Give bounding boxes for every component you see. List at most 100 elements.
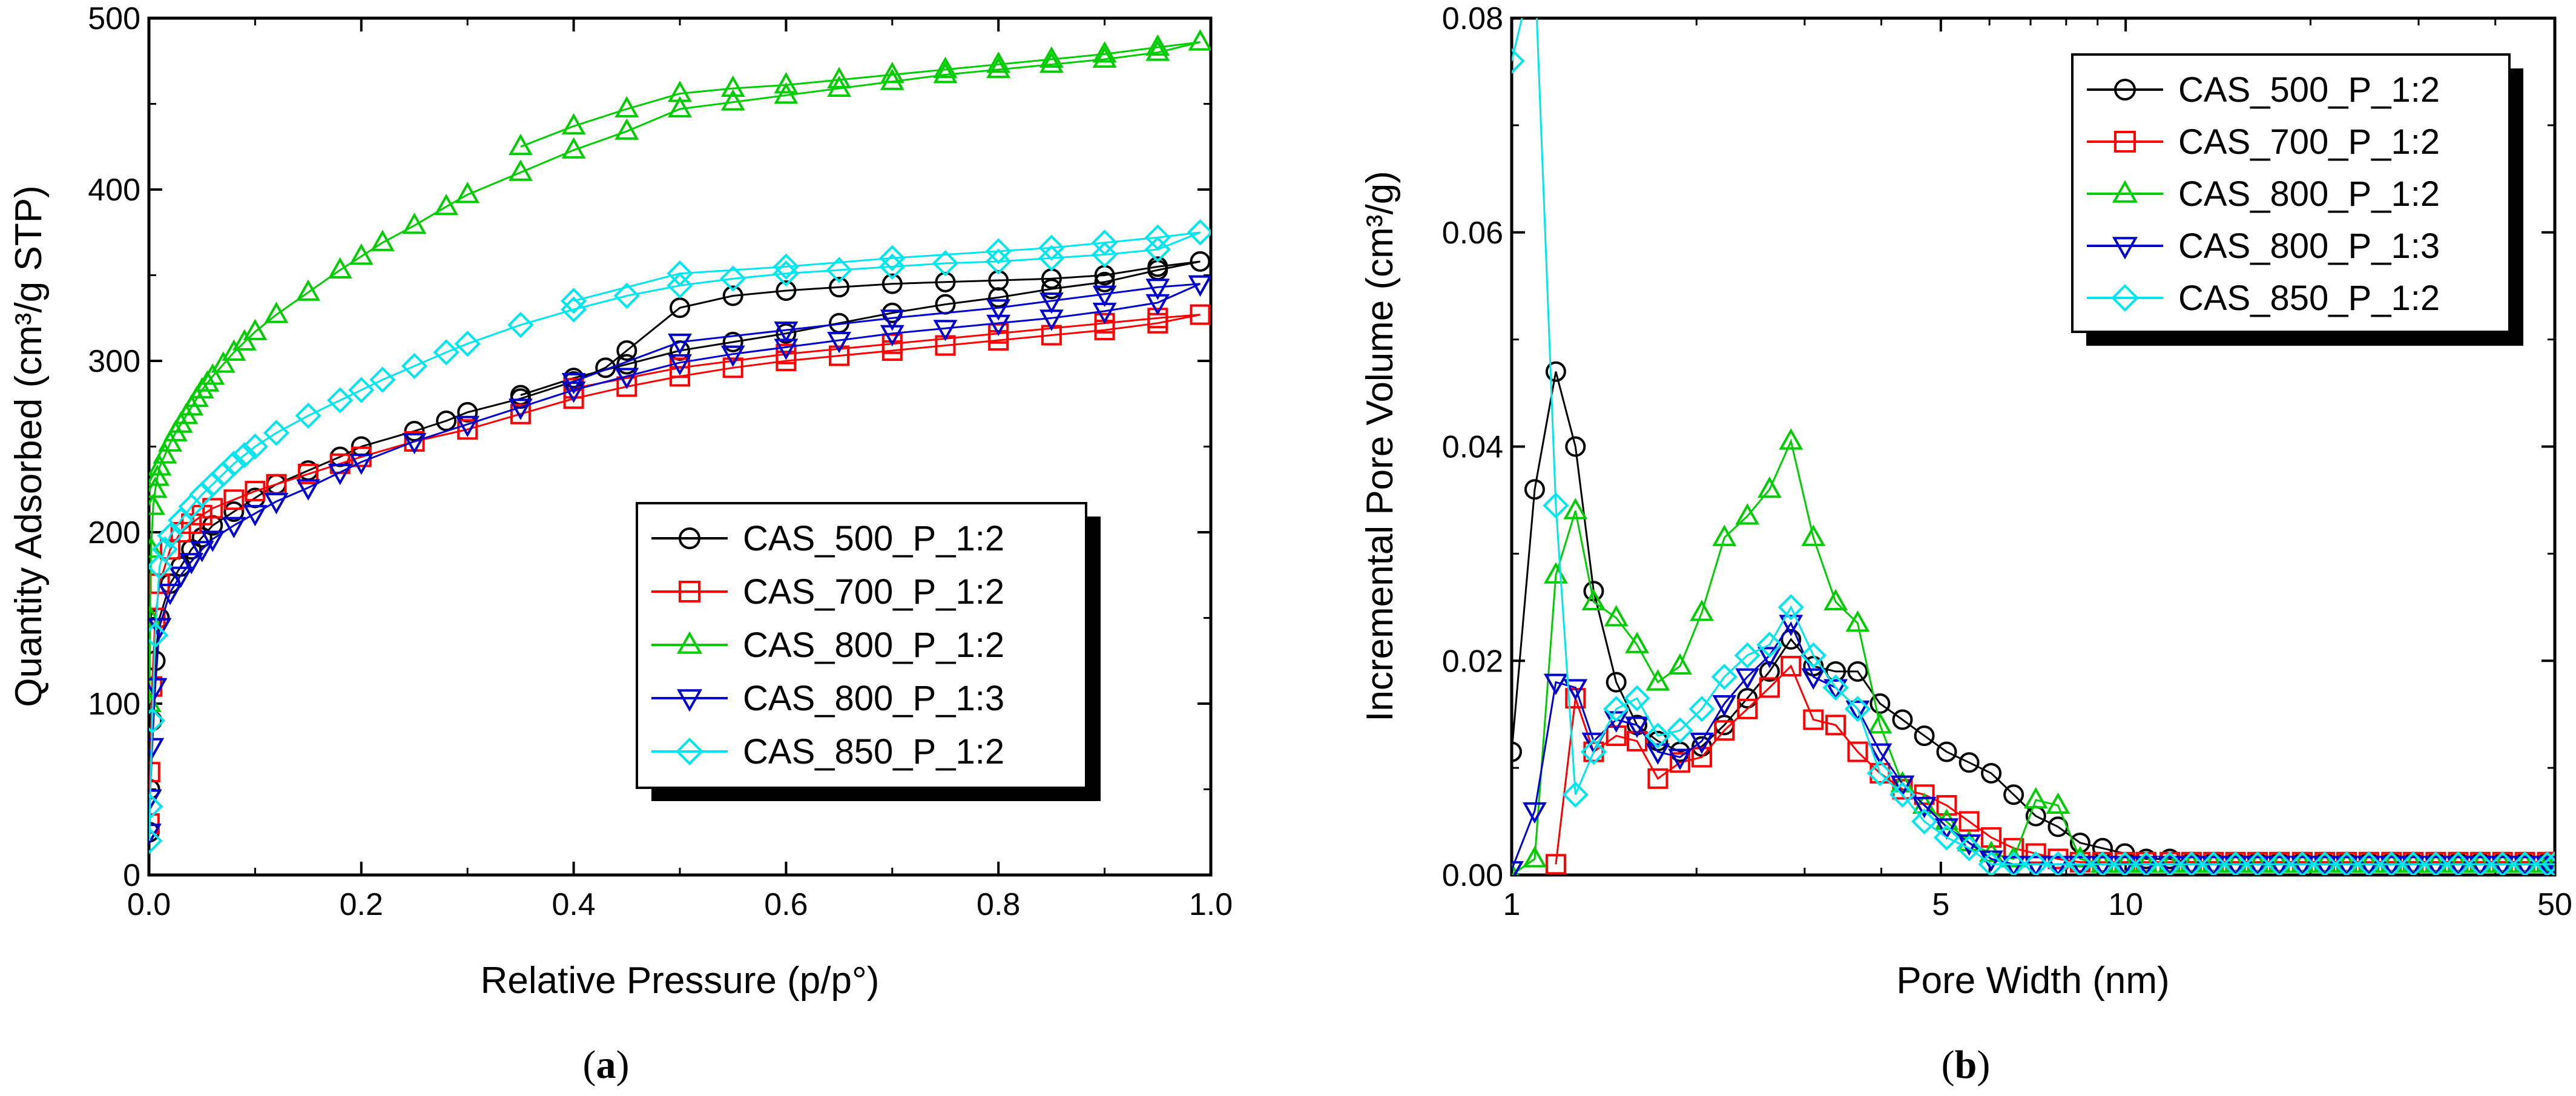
data-point-b	[1912, 797, 1937, 819]
data-point-a	[720, 75, 745, 97]
data-point-a	[189, 377, 214, 399]
data-point-b	[2158, 856, 2182, 875]
data-point-b	[2422, 851, 2449, 875]
panel-letter-a: a	[596, 1043, 616, 1087]
data-point-b	[1889, 781, 1916, 808]
data-point-b	[2512, 856, 2537, 875]
x-axis-label-a: Relative Pressure (p/p°)	[481, 960, 880, 1002]
y-tick-label-a: 300	[88, 344, 140, 379]
data-point-a	[776, 280, 797, 301]
data-point-b	[1844, 696, 1871, 722]
data-point-a	[880, 62, 904, 84]
y-tick-label-a: 200	[88, 515, 140, 550]
legend-label-b: CAS_700_P_1:2	[2178, 122, 2440, 162]
data-point-b	[1825, 715, 1846, 736]
data-point-b	[2512, 851, 2537, 873]
legend-marker-b	[2112, 237, 2138, 260]
data-point-b	[1692, 747, 1713, 768]
legend-label-b: CAS_850_P_1:2	[2178, 279, 2440, 318]
data-point-b	[2334, 851, 2359, 873]
data-point-b	[2543, 856, 2555, 875]
data-point-a	[881, 333, 903, 354]
legend-item-b: CAS_700_P_1:2	[2087, 122, 2440, 162]
data-point-a	[296, 279, 321, 301]
data-point-b	[2267, 851, 2292, 873]
data-point-b	[1627, 730, 1648, 751]
data-point-b	[1756, 632, 1783, 658]
data-point-a	[880, 68, 904, 90]
data-point-b	[1845, 700, 1870, 722]
data-point-a	[933, 56, 958, 78]
data-point-b	[2090, 851, 2115, 873]
data-point-b	[1933, 824, 1960, 851]
data-point-a	[434, 193, 459, 216]
data-point-a	[1190, 304, 1211, 325]
data-point-b	[2133, 851, 2159, 875]
data-point-a	[670, 297, 690, 319]
data-point-a	[880, 309, 904, 331]
data-point-a	[1039, 292, 1064, 314]
data-point-b	[2446, 856, 2471, 875]
data-point-b	[2541, 851, 2555, 875]
data-point-a	[158, 430, 183, 452]
data-point-a	[455, 182, 480, 203]
y-axis-label-a: Quantity Adsorbed (cm³/g STP)	[8, 185, 50, 707]
data-point-a	[296, 479, 321, 501]
data-point-a	[200, 363, 225, 385]
data-point-b	[2089, 851, 2116, 875]
data-point-b	[2222, 851, 2249, 875]
data-point-a	[985, 248, 1012, 275]
data-point-a	[370, 229, 395, 251]
data-point-b	[1823, 589, 1848, 610]
data-point-a	[1039, 46, 1064, 68]
legend-marker-b	[2114, 131, 2136, 153]
data-point-b	[2401, 856, 2426, 875]
data-point-b	[2490, 856, 2515, 875]
data-point-a	[455, 415, 480, 438]
data-point-a	[157, 523, 183, 549]
data-point-a	[369, 366, 396, 393]
data-point-a	[220, 451, 247, 477]
data-point-b	[2512, 851, 2538, 875]
data-point-a	[561, 137, 586, 159]
data-point-a	[149, 678, 168, 700]
y-tick-label-b: 0.08	[1442, 1, 1503, 36]
data-point-a	[829, 345, 850, 366]
data-point-b	[1512, 741, 1522, 762]
legend-label-a: CAS_850_P_1:2	[743, 732, 1004, 771]
series-group-b	[1512, 18, 2555, 875]
data-point-b	[2379, 851, 2404, 873]
data-point-a	[1092, 46, 1117, 68]
data-point-b	[2467, 851, 2494, 875]
data-point-b	[2311, 851, 2338, 875]
data-point-b	[2044, 851, 2072, 875]
data-point-a	[1092, 241, 1118, 268]
data-point-a	[932, 250, 959, 277]
data-point-a	[149, 618, 172, 639]
data-point-b	[2379, 856, 2404, 875]
data-point-a	[722, 285, 743, 306]
data-point-a	[149, 553, 173, 580]
data-point-b	[1822, 674, 1849, 701]
data-point-b	[2179, 856, 2204, 875]
data-point-b	[2112, 851, 2137, 873]
x-tick-label-b: 1	[1503, 887, 1521, 922]
data-point-b	[1803, 709, 1824, 730]
data-point-a	[1145, 279, 1170, 300]
data-point-b	[1847, 661, 1868, 682]
legend-marker-a	[679, 527, 700, 549]
data-point-b	[1800, 642, 1827, 668]
data-point-b	[1978, 851, 2004, 875]
data-point-a	[149, 605, 162, 627]
panel-letter-b: b	[1955, 1043, 1977, 1087]
series-line-a	[149, 231, 1201, 841]
legend-marker-b	[2112, 180, 2138, 203]
data-point-b	[1625, 716, 1649, 738]
data-point-a	[826, 257, 852, 283]
data-point-a	[1041, 279, 1062, 300]
data-point-b	[2067, 856, 2092, 875]
data-point-b	[1545, 361, 1566, 382]
data-point-a	[986, 51, 1011, 73]
data-point-b	[2245, 856, 2270, 875]
data-point-a	[231, 442, 258, 469]
